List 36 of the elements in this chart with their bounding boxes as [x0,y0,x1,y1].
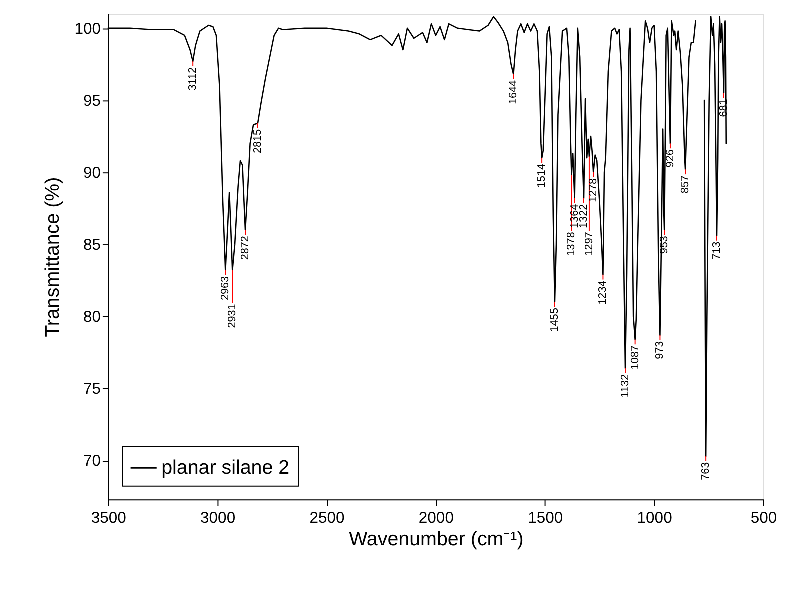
annotation: 1514 [536,164,548,188]
y-axis-title: Transmittance (%) [42,177,64,338]
x-tick-label: 3500 [91,510,127,527]
annotation: 2872 [239,236,252,260]
annotation: 763 [700,462,712,480]
annotation: 973 [654,341,666,360]
x-tick-label: 2500 [310,510,345,527]
x-tick-label: 2000 [418,510,454,527]
annotation: 2815 [252,129,264,154]
y-tick-label: 70 [83,453,102,470]
annotation: 1378 [566,232,578,256]
x-axis-title: Wavenumber (cm⁻¹) [349,528,524,550]
annotation: 2931 [226,304,239,328]
annotation: 713 [710,242,723,260]
annotation: 2963 [220,276,232,301]
y-tick-label: 90 [83,164,102,182]
annotation: 926 [664,150,676,168]
y-tick-label: 100 [74,20,102,38]
y-tick-label: 75 [83,381,102,398]
legend-label: planar silane 2 [162,457,290,480]
y-tick-label: 80 [83,309,102,326]
y-tick-label: 85 [83,237,102,254]
annotation: 1644 [508,80,520,105]
x-tick-label: 500 [750,510,778,527]
annotation: 1087 [629,346,642,370]
annotation: 1455 [548,308,561,332]
y-tick-label: 95 [83,92,102,110]
annotation: 1234 [597,280,610,305]
annotation: 1132 [619,374,632,398]
annotation: 1297 [583,232,596,256]
x-tick-label: 1000 [637,510,673,527]
annotation: 1278 [588,178,600,203]
annotation: 3112 [187,67,200,91]
annotation: 857 [680,176,692,194]
x-tick-label: 1500 [528,510,564,527]
x-tick-label: 3000 [200,510,236,527]
